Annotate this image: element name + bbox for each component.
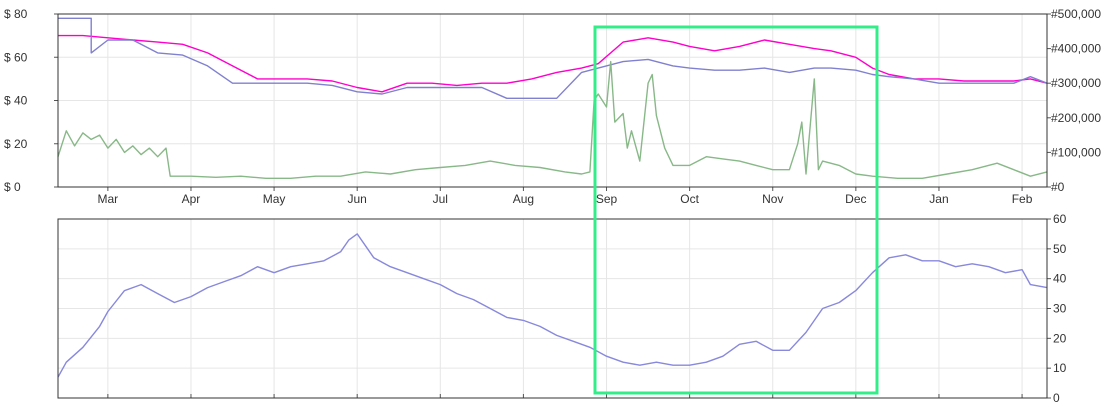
y-left-tick-label: $ 0 [4,180,21,194]
bottom-plot-frame [57,218,1048,399]
price-volume-panel: $ 0 $ 20 $ 40 $ 60 $ 80 #0 #100,000 #200,000 #30… [4,7,1101,206]
bottom-y-tick-label: 20 [1053,331,1067,345]
indicator-panel: 0 10 20 30 40 50 60 [57,212,1067,405]
top-series-line-2 [57,60,1048,179]
bottom-y-tick-label: 40 [1053,272,1067,286]
y-right-tick-label: #0 [1051,180,1065,194]
x-tick-label: Feb [1012,192,1033,206]
x-tick-label: Apr [182,192,201,206]
top-series-line-1 [58,17,1048,99]
x-tick-label: Jan [929,192,948,206]
y-right-tick-label: #300,000 [1051,76,1101,90]
y-left-tick-label: $ 20 [4,137,28,151]
x-tick-label: May [263,192,286,206]
y-left-tick-label: $ 60 [4,50,28,64]
bottom-y-tick-label: 30 [1053,302,1067,316]
y-right-tick-label: #500,000 [1051,7,1101,21]
bottom-y-tick-label: 10 [1053,361,1067,375]
top-plot-frame [57,13,1048,188]
bottom-y-tick-label: 50 [1053,242,1067,256]
x-tick-label: Jul [433,192,448,206]
x-tick-label: Jun [348,192,367,206]
bottom-y-tick-label: 60 [1053,212,1067,226]
x-tick-label: Dec [845,192,866,206]
x-tick-label: Oct [680,192,699,206]
x-tick-label: Mar [98,192,119,206]
x-tick-label: Nov [762,192,783,206]
bottom-series-line-0 [57,233,1048,378]
y-left-tick-label: $ 40 [4,94,28,108]
y-right-tick-label: #200,000 [1051,111,1101,125]
bottom-y-tick-label: 0 [1053,391,1060,405]
x-tick-label: Aug [513,192,534,206]
top-series-line-0 [58,34,1048,93]
x-tick-label: Sep [596,192,618,206]
y-right-tick-label: #400,000 [1051,42,1101,56]
y-right-tick-label: #100,000 [1051,145,1101,159]
highlight-box [593,25,879,395]
y-left-tick-label: $ 80 [4,7,28,21]
